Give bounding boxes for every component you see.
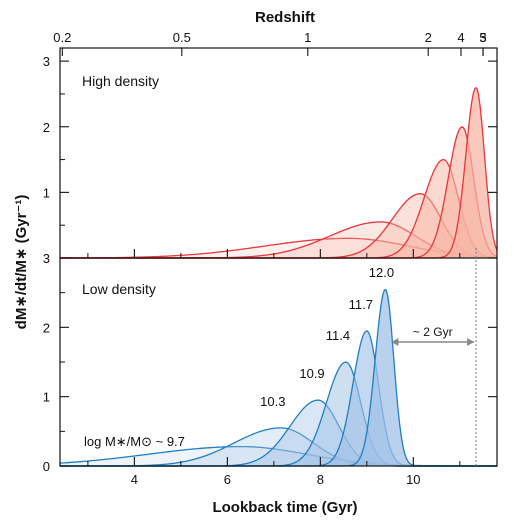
x-axis-title: Lookback time (Gyr) — [212, 499, 357, 516]
panel-label-high-density: High density — [82, 73, 159, 89]
arrowhead-right — [467, 338, 475, 346]
area-low-1 — [60, 427, 497, 466]
mass-label: 11.7 — [349, 297, 373, 312]
y-tick-label: 2 — [43, 320, 50, 335]
area-high-1 — [60, 221, 497, 258]
y-tick-label: 1 — [43, 185, 50, 200]
area-high-2 — [60, 193, 497, 258]
x-tick-label: 6 — [224, 472, 231, 487]
mass-label: 11.4 — [326, 328, 350, 343]
y-tick-label: 0 — [43, 459, 50, 474]
panel-high-density — [59, 87, 498, 259]
area-low-0 — [60, 446, 497, 466]
redshift-tick-label: 5 — [479, 30, 486, 45]
redshift-tick-label: 4 — [457, 30, 464, 45]
y-tick-label: 1 — [43, 390, 50, 405]
area-high-3 — [60, 159, 497, 258]
mass-label: 10.9 — [299, 366, 324, 381]
area-low-5 — [60, 289, 497, 466]
redshift-tick-label: 0.2 — [53, 30, 71, 45]
mass-label: 10.3 — [260, 394, 285, 409]
y-tick-label: 3 — [43, 251, 50, 266]
y-tick-label: 3 — [43, 54, 50, 69]
timescale-annotation: ~ 2 Gyr — [391, 248, 477, 466]
area-high-0 — [60, 238, 497, 258]
mass-labels: log M∗/M⊙ ~ 9.7 10.3 10.9 11.4 11.7 12.0 — [84, 265, 394, 449]
y-tick-label: 2 — [43, 120, 50, 135]
mass-label: 12.0 — [369, 265, 394, 280]
redshift-tick-label: 2 — [425, 30, 432, 45]
y-axis-title: dM∗/dt/M∗ (Gyr⁻¹) — [13, 195, 30, 330]
redshift-tick-label: 1 — [304, 30, 311, 45]
timescale-label: ~ 2 Gyr — [413, 325, 453, 339]
panel-label-low-density: Low density — [82, 281, 156, 297]
plot-border — [59, 47, 498, 467]
plot-frame — [59, 47, 498, 467]
mass-label: log M∗/M⊙ ~ 9.7 — [84, 434, 185, 449]
x2-axis-title: Redshift — [255, 9, 315, 26]
x-tick-label: 10 — [406, 472, 420, 487]
redshift-tick-label: 3 — [479, 30, 486, 45]
redshift-tick-label: 0.5 — [173, 30, 191, 45]
x-tick-label: 4 — [131, 472, 138, 487]
area-low-2 — [60, 400, 497, 466]
x-tick-label: 8 — [317, 472, 324, 487]
arrowhead-left — [391, 338, 399, 346]
